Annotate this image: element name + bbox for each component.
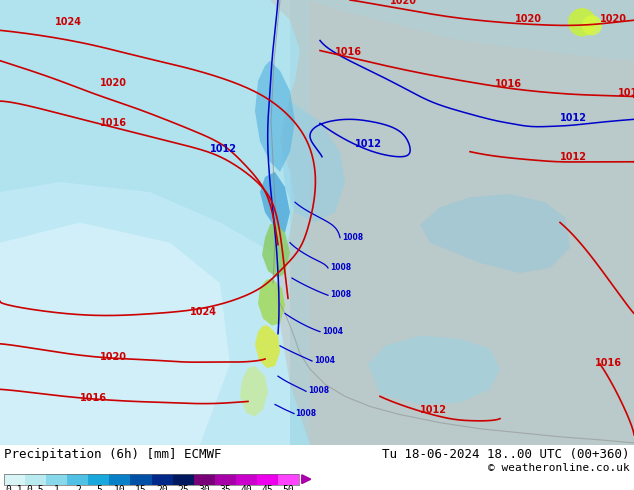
Text: 1020: 1020 — [390, 0, 417, 6]
Text: 50: 50 — [283, 486, 294, 490]
Bar — [152, 474, 172, 485]
Text: 1012: 1012 — [560, 152, 587, 162]
Text: 1012: 1012 — [560, 113, 587, 123]
Text: 1008: 1008 — [330, 290, 351, 299]
Bar — [25, 474, 46, 485]
Text: 1008: 1008 — [295, 409, 316, 417]
Polygon shape — [258, 278, 285, 325]
Text: 1004: 1004 — [322, 327, 343, 336]
Text: 1: 1 — [54, 486, 60, 490]
Circle shape — [582, 15, 602, 35]
Text: 1024: 1024 — [55, 17, 82, 27]
Text: 1020: 1020 — [515, 14, 542, 24]
Polygon shape — [0, 222, 230, 445]
Polygon shape — [255, 61, 295, 172]
Text: 0.5: 0.5 — [27, 486, 44, 490]
Polygon shape — [262, 222, 290, 278]
Text: 30: 30 — [198, 486, 210, 490]
Text: 45: 45 — [261, 486, 273, 490]
Bar — [67, 474, 88, 485]
Text: 1008: 1008 — [342, 233, 363, 242]
Text: 1012: 1012 — [420, 405, 447, 415]
Text: 1020: 1020 — [100, 78, 127, 88]
Text: 0.1: 0.1 — [6, 486, 23, 490]
Polygon shape — [240, 366, 268, 416]
Text: 1016: 1016 — [80, 393, 107, 403]
Polygon shape — [420, 194, 570, 273]
Text: 2: 2 — [75, 486, 81, 490]
Text: 1020: 1020 — [600, 14, 627, 24]
Circle shape — [568, 8, 596, 36]
Polygon shape — [368, 336, 500, 404]
Text: 10: 10 — [114, 486, 126, 490]
Text: 1008: 1008 — [308, 386, 329, 395]
Polygon shape — [310, 0, 634, 445]
Text: 35: 35 — [219, 486, 231, 490]
Text: Precipitation (6h) [mm] ECMWF: Precipitation (6h) [mm] ECMWF — [4, 448, 221, 461]
Bar — [4, 474, 299, 485]
Polygon shape — [0, 182, 290, 445]
Bar — [131, 474, 152, 485]
Text: 20: 20 — [156, 486, 168, 490]
Text: 1020: 1020 — [100, 352, 127, 362]
Bar — [4, 474, 25, 485]
Text: 1008: 1008 — [330, 263, 351, 272]
Text: 1016: 1016 — [100, 119, 127, 128]
Text: Tu 18-06-2024 18..00 UTC (00+360): Tu 18-06-2024 18..00 UTC (00+360) — [382, 448, 630, 461]
Bar — [46, 474, 67, 485]
Bar — [0, 0, 290, 445]
Polygon shape — [260, 172, 290, 233]
Bar — [193, 474, 215, 485]
Polygon shape — [255, 325, 280, 368]
Polygon shape — [270, 0, 634, 445]
Text: 15: 15 — [135, 486, 147, 490]
Text: 1012: 1012 — [355, 139, 382, 148]
Text: 1024: 1024 — [190, 308, 217, 318]
Bar — [257, 474, 278, 485]
Polygon shape — [282, 101, 345, 222]
Text: 1016: 1016 — [595, 358, 622, 368]
Text: 25: 25 — [178, 486, 189, 490]
Text: © weatheronline.co.uk: © weatheronline.co.uk — [488, 463, 630, 473]
Text: 5: 5 — [96, 486, 102, 490]
Bar — [215, 474, 236, 485]
Bar — [172, 474, 193, 485]
Text: 1016: 1016 — [618, 88, 634, 98]
Text: 1016: 1016 — [335, 47, 362, 57]
Text: 1012: 1012 — [210, 144, 237, 154]
Text: 1004: 1004 — [314, 356, 335, 365]
Bar — [109, 474, 131, 485]
Text: 1016: 1016 — [495, 79, 522, 89]
Bar — [278, 474, 299, 485]
Text: 40: 40 — [240, 486, 252, 490]
Bar — [236, 474, 257, 485]
Bar — [88, 474, 109, 485]
